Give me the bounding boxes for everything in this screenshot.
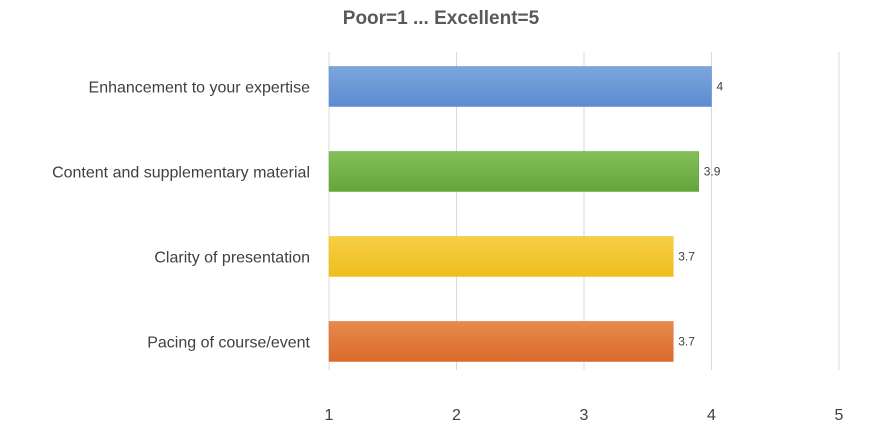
bar-0: [328, 66, 712, 107]
category-label: Clarity of presentation: [154, 250, 310, 267]
data-label: 4: [717, 80, 724, 94]
labels: 1 2 3 4 5 Enhancement to your expertise 4 Conte…: [52, 80, 843, 425]
data-label: 3.9: [704, 165, 721, 179]
bar-1: [328, 151, 699, 192]
bar-3: [328, 321, 674, 362]
x-tick-label: 2: [452, 407, 461, 424]
data-label: 3.7: [678, 250, 695, 264]
gridlines: [328, 52, 840, 370]
x-tick-label: 1: [325, 407, 334, 424]
bar-2: [328, 236, 674, 277]
category-label: Pacing of course/event: [147, 335, 310, 352]
category-label: Content and supplementary material: [52, 165, 310, 182]
x-tick-label: 4: [707, 407, 716, 424]
data-label: 3.7: [678, 335, 695, 349]
chart-title: Poor=1 ... Excellent=5: [342, 8, 540, 29]
x-tick-label: 5: [835, 407, 844, 424]
bars: [328, 66, 712, 362]
x-tick-label: 3: [580, 407, 589, 424]
category-label: Enhancement to your expertise: [89, 80, 311, 97]
